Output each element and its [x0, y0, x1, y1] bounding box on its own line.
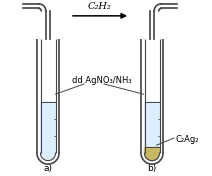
Polygon shape [145, 147, 159, 161]
Polygon shape [145, 102, 159, 161]
Text: a): a) [43, 164, 53, 173]
Text: b): b) [147, 164, 157, 173]
Polygon shape [40, 102, 56, 161]
Text: dd AgNO₃/NH₃: dd AgNO₃/NH₃ [72, 76, 132, 86]
Text: C₂Ag₂: C₂Ag₂ [175, 134, 198, 144]
Text: C₂H₂: C₂H₂ [88, 2, 112, 11]
